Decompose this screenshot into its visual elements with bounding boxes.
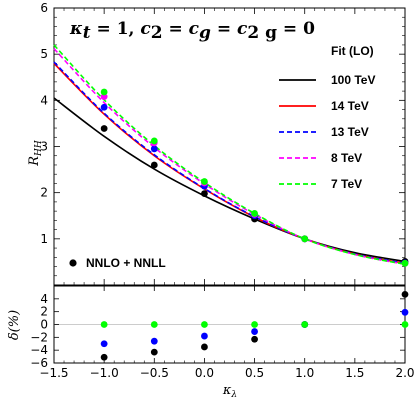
legend-label: 8 TeV [331,151,362,165]
ratio-point [100,340,108,348]
y-tick-label: 3 [40,140,48,154]
legend-label: 7 TeV [331,177,362,191]
y-axis-label-main: RHH [27,140,44,167]
x-axis-label: κλ [222,383,237,400]
data-point [150,145,158,153]
ratio-point [401,290,409,298]
x-tick-label: 2.0 [395,366,414,380]
y-tick-label: 6 [40,1,48,15]
ratio-y-tick-label: 2 [40,305,48,319]
y-tick-label: 1 [40,232,48,246]
ratio-point [100,353,108,361]
ratio-point [401,321,409,328]
x-tick-label: −1.0 [90,366,119,380]
data-point [100,88,108,96]
y-axis-label-ratio: δ(%) [7,310,22,340]
ratio-y-tick-label: 4 [40,292,48,306]
x-tick-label: −1.5 [39,366,68,380]
axis-labels: RHH δ(%) κλ [7,140,237,400]
data-point [100,125,108,132]
x-tick-label: 1.5 [345,366,364,380]
y-tick-label: 4 [40,93,48,107]
ratio-point [251,335,258,343]
legend-label: 100 TeV [331,73,375,87]
data-point [150,137,158,145]
legend: κt = 1, c2 = cg = c2 g = 0 Fit (LO) 100 Te… [69,19,375,270]
data-point [201,190,208,197]
x-tick-label: 0.0 [195,366,214,380]
ratio-point [150,348,158,356]
ratio-point [150,321,158,328]
series-line-100-tev [53,97,406,263]
ratio-y-tick-label: −2 [30,330,48,344]
ratio-point [201,343,208,351]
x-tick-label: 1.0 [295,366,314,380]
ratio-y-tick-label: 0 [40,318,48,332]
series-line-8-tev [53,48,406,266]
ratio-point [201,321,208,328]
legend-point-marker [69,259,77,267]
ratio-point [251,321,258,328]
data-point [401,259,409,267]
x-tick-label: −0.5 [140,366,169,380]
y-tick-label: 2 [40,186,48,200]
data-point [251,210,258,217]
ratio-point [150,337,158,345]
data-point [201,178,208,185]
y-tick-label: 5 [40,47,48,61]
legend-label: 14 TeV [331,99,369,113]
ratio-y-tick-label: −4 [30,343,48,357]
ratio-point [251,328,258,335]
legend-title: Fit (LO) [331,44,374,58]
main-plot-panel: 1 2 3 4 5 6 [40,1,409,286]
ratio-point [401,308,409,316]
data-point [100,103,108,111]
ratio-point [301,321,309,328]
legend-points-label: NNLO + NNLL [86,256,166,270]
data-point [301,235,309,243]
data-point [150,161,158,169]
chart-title: κt = 1, c2 = cg = c2 g = 0 [69,19,315,43]
ratio-point [100,321,108,328]
legend-label: 13 TeV [331,125,369,139]
ratio-point [201,332,208,340]
x-tick-label: 0.5 [245,366,264,380]
ratio-y-tick-label: −6 [30,356,48,370]
